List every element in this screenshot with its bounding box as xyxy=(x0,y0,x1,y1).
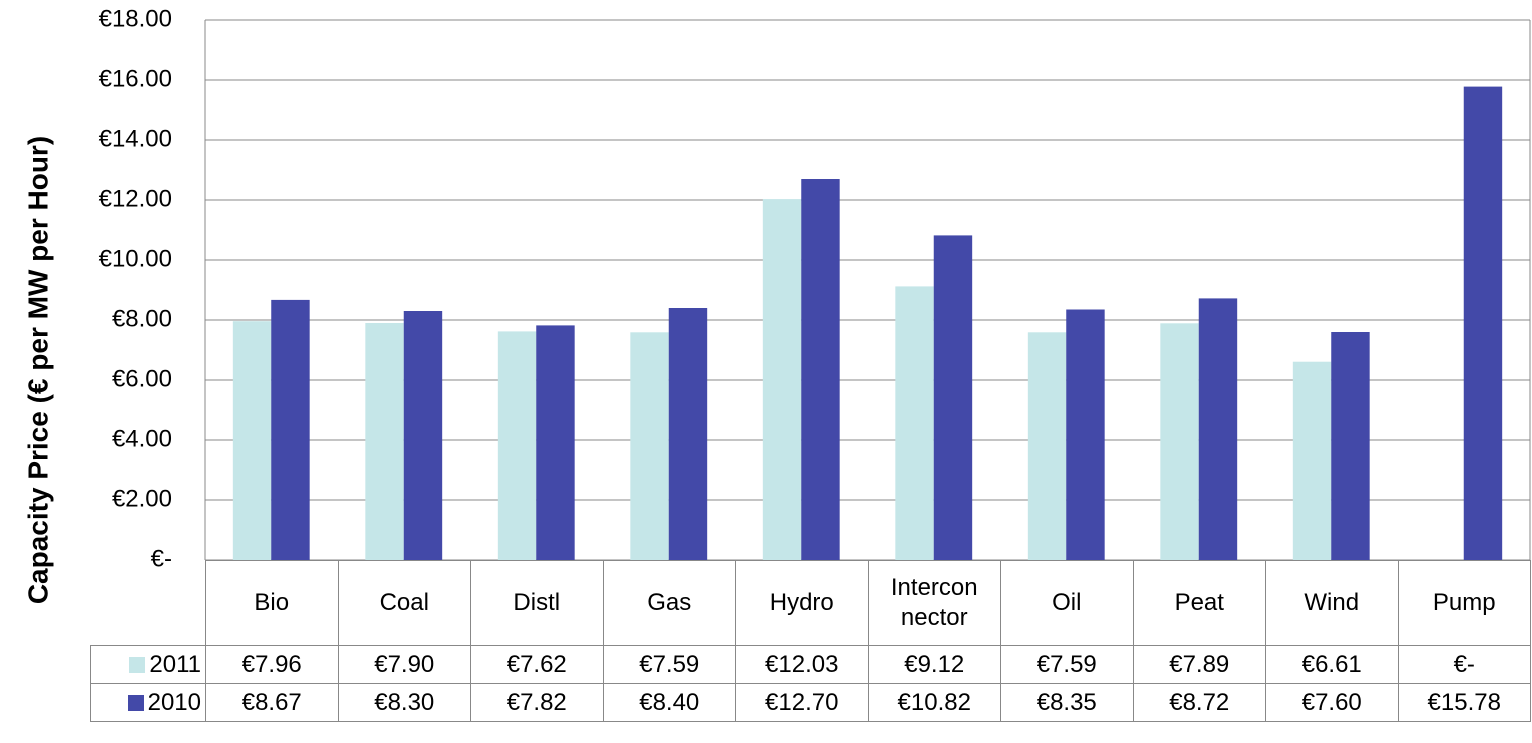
table-cell: €7.62 xyxy=(470,645,604,684)
table-cell: €15.78 xyxy=(1397,683,1531,722)
y-tick-label: €6.00 xyxy=(112,365,172,392)
bar xyxy=(232,321,272,560)
y-tick-label: €14.00 xyxy=(99,125,172,152)
y-tick-label: €2.00 xyxy=(112,485,172,512)
category-cell: Wind xyxy=(1265,560,1399,646)
table-cell: €7.82 xyxy=(470,683,604,722)
category-cell: Bio xyxy=(205,560,339,646)
legend-cell: 2011 xyxy=(90,645,206,684)
legend-label: 2010 xyxy=(147,688,201,716)
bar xyxy=(497,331,537,560)
x-tick-label: Distl xyxy=(513,589,561,616)
x-tick-label: Gas xyxy=(647,589,692,616)
x-tick-label: Wind xyxy=(1304,589,1360,616)
bar xyxy=(1331,332,1370,560)
x-tick-label: Bio xyxy=(254,589,290,616)
bar xyxy=(1066,309,1105,560)
x-tick-label: Pump xyxy=(1432,589,1496,616)
table-cell: €- xyxy=(1397,645,1531,684)
bar xyxy=(1198,298,1238,560)
table-cell: €8.35 xyxy=(1000,683,1134,722)
table-cell: €8.72 xyxy=(1132,683,1266,722)
bar xyxy=(1160,323,1199,560)
category-cell: Coal xyxy=(337,560,471,646)
bar xyxy=(403,311,443,560)
bar xyxy=(668,308,708,560)
table-cell: €7.59 xyxy=(1000,645,1134,684)
y-tick-label: €- xyxy=(151,545,172,572)
x-tick-label: Peat xyxy=(1174,589,1224,616)
table-cell: €6.61 xyxy=(1265,645,1399,684)
category-cell: Gas xyxy=(602,560,736,646)
x-tick-label: Coal xyxy=(379,589,429,616)
category-cell: Oil xyxy=(1000,560,1134,646)
x-tick-label: Interconnector xyxy=(890,574,978,631)
legend-swatch xyxy=(127,694,144,711)
legend-cell: 2010 xyxy=(90,683,206,722)
bar xyxy=(1027,332,1067,560)
table-cell: €10.82 xyxy=(867,683,1001,722)
table-cell: €12.03 xyxy=(735,645,869,684)
y-tick-label: €8.00 xyxy=(112,305,172,332)
table-cell: €7.60 xyxy=(1265,683,1399,722)
table-cell: €8.30 xyxy=(337,683,471,722)
table-cell: €12.70 xyxy=(735,683,869,722)
y-tick-label: €12.00 xyxy=(99,185,172,212)
x-tick-label: Hydro xyxy=(769,589,834,616)
y-tick-label: €10.00 xyxy=(99,245,172,272)
y-tick-label: €18.00 xyxy=(99,5,172,32)
bar xyxy=(1292,361,1332,560)
bar xyxy=(365,323,404,560)
y-axis-label: Capacity Price (€ per MW per Hour) xyxy=(22,136,53,604)
table-cell: €7.90 xyxy=(337,645,471,684)
bar xyxy=(933,235,973,560)
bar xyxy=(1463,86,1503,560)
bar xyxy=(630,332,669,560)
category-cell: Distl xyxy=(470,560,604,646)
bar xyxy=(895,286,934,560)
bar xyxy=(762,199,802,560)
table-cell: €7.89 xyxy=(1132,645,1266,684)
y-tick-label: €16.00 xyxy=(99,65,172,92)
table-cell: €7.59 xyxy=(602,645,736,684)
bar xyxy=(271,299,310,560)
category-cell: Peat xyxy=(1132,560,1266,646)
x-tick-label: Oil xyxy=(1052,589,1082,616)
table-cell: €9.12 xyxy=(867,645,1001,684)
table-cell: €7.96 xyxy=(205,645,339,684)
bar xyxy=(536,325,575,560)
category-cell: Pump xyxy=(1397,560,1531,646)
table-cell: €8.40 xyxy=(602,683,736,722)
table-cell: €8.67 xyxy=(205,683,339,722)
category-cell: Interconnector xyxy=(867,560,1001,646)
legend-swatch xyxy=(129,656,146,673)
bar xyxy=(801,179,840,560)
category-cell: Hydro xyxy=(735,560,869,646)
legend-label: 2011 xyxy=(149,650,201,678)
y-tick-label: €4.00 xyxy=(112,425,172,452)
